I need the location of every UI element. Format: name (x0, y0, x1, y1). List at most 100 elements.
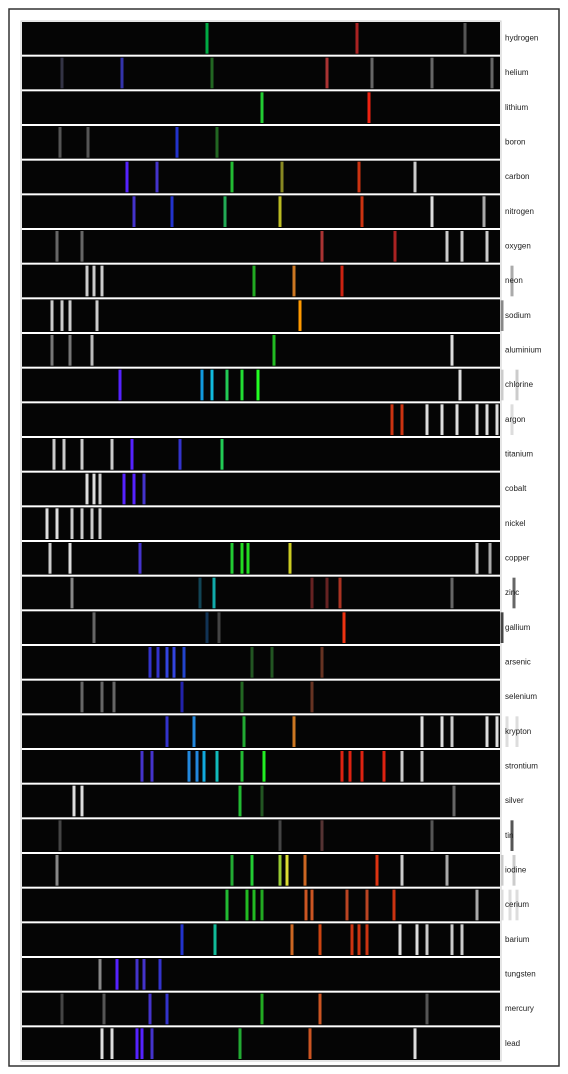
emission-line (413, 1028, 417, 1059)
element-label: zinc (505, 588, 519, 597)
emission-line (290, 924, 294, 955)
emission-line (285, 855, 289, 886)
emission-line (178, 439, 182, 470)
element-label: helium (505, 68, 529, 77)
emission-line (342, 612, 346, 643)
emission-line (270, 647, 274, 678)
emission-line (460, 231, 464, 262)
emission-line (120, 57, 124, 89)
emission-line (100, 265, 104, 297)
emission-line (138, 543, 142, 574)
emission-line (195, 751, 199, 782)
emission-line (512, 577, 516, 609)
emission-line (55, 508, 59, 539)
emission-line (450, 577, 454, 609)
emission-line (460, 924, 464, 955)
emission-line (303, 855, 307, 886)
emission-line (340, 751, 344, 782)
emission-line (215, 751, 219, 782)
emission-line (260, 993, 264, 1025)
emission-line (130, 439, 134, 470)
spectrum-row (22, 576, 500, 610)
emission-line (90, 508, 94, 539)
spectrum-row (22, 1027, 500, 1060)
spectrum-row (22, 368, 500, 402)
emission-line (357, 161, 361, 193)
element-label: oxygen (505, 241, 531, 250)
spectrum-row (22, 403, 500, 436)
emission-line (515, 889, 519, 921)
emission-line (187, 751, 191, 782)
emission-line (158, 959, 162, 990)
emission-line (205, 23, 209, 54)
emission-line (272, 335, 276, 366)
element-label: gallium (505, 623, 531, 632)
element-label: aluminium (505, 345, 542, 354)
emission-line (382, 751, 386, 782)
emission-line (225, 369, 229, 401)
emission-line (450, 335, 454, 366)
element-label: cobalt (505, 484, 527, 493)
emission-line (310, 889, 314, 921)
emission-line (485, 404, 489, 435)
emission-line (425, 993, 429, 1025)
emission-line (165, 716, 169, 747)
emission-line (223, 196, 227, 227)
emission-line (292, 716, 296, 747)
emission-line (92, 265, 96, 297)
spectrum-row (22, 230, 500, 263)
emission-line (400, 855, 404, 886)
emission-line (485, 716, 489, 747)
emission-line (430, 820, 434, 851)
emission-line (170, 196, 174, 227)
spectrum-row (22, 472, 500, 506)
emission-line (357, 924, 361, 955)
emission-line (125, 161, 129, 193)
emission-line (102, 993, 106, 1025)
emission-line (200, 369, 204, 401)
emission-line (210, 369, 214, 401)
emission-line (213, 924, 217, 955)
emission-line (142, 959, 146, 990)
element-label: lead (505, 1039, 520, 1048)
emission-line (140, 1028, 144, 1059)
emission-line (148, 647, 152, 678)
element-label: mercury (505, 1004, 534, 1013)
emission-line (98, 473, 102, 505)
emission-line (415, 924, 419, 955)
emission-line (110, 1028, 114, 1059)
emission-line (318, 924, 322, 955)
emission-line (338, 577, 342, 609)
emission-line (100, 681, 104, 713)
element-label: neon (505, 276, 523, 285)
emission-line (140, 751, 144, 782)
emission-line (452, 785, 456, 817)
emission-line (348, 751, 352, 782)
emission-line (475, 404, 479, 435)
emission-line (515, 369, 519, 401)
spectrum-row (22, 438, 500, 471)
emission-line (172, 647, 176, 678)
emission-line (288, 543, 292, 574)
emission-line (340, 265, 344, 297)
emission-line (240, 369, 244, 401)
emission-line (304, 889, 308, 921)
emission-line (458, 369, 462, 401)
element-label: argon (505, 415, 525, 424)
emission-line (180, 681, 184, 713)
emission-line (430, 57, 434, 89)
emission-line (308, 1028, 312, 1059)
element-label: iodine (505, 865, 527, 874)
element-label: silver (505, 796, 524, 805)
element-label: barium (505, 935, 530, 944)
emission-line (430, 196, 434, 227)
emission-line (98, 508, 102, 539)
emission-line (398, 924, 402, 955)
emission-line (445, 855, 449, 886)
emission-line (98, 959, 102, 990)
emission-line (455, 404, 459, 435)
emission-line (292, 265, 296, 297)
emission-line (260, 785, 264, 817)
element-label: strontium (505, 761, 538, 770)
emission-line (230, 855, 234, 886)
